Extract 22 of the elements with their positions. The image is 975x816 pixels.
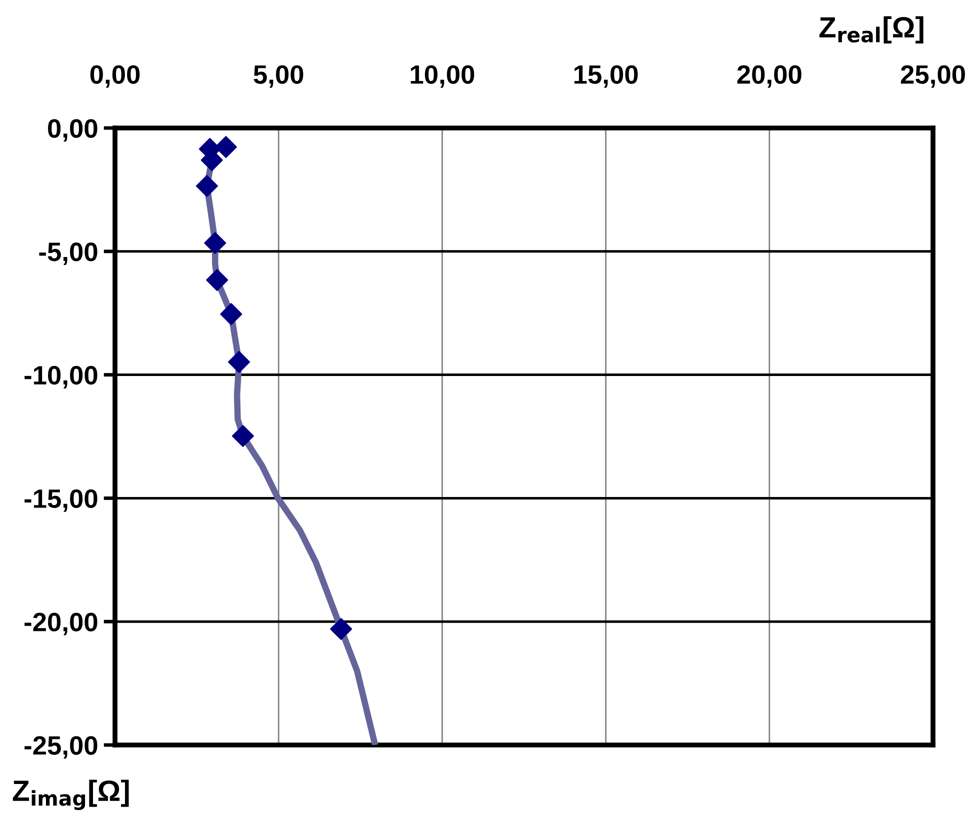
y-tick-label: -25,00: [24, 736, 98, 759]
x-tick-label: 25,00: [900, 65, 965, 88]
x-tick-label: 15,00: [574, 65, 638, 88]
y-tick-label: -15,00: [24, 489, 98, 512]
point: [232, 425, 254, 447]
y-tick-label: -20,00: [24, 612, 98, 636]
x-tick-label: 5,00: [254, 65, 304, 88]
point: [204, 232, 226, 254]
x-tick-label: 0,00: [90, 65, 140, 88]
point: [214, 136, 237, 158]
y-tick-label: -5,00: [39, 242, 98, 266]
point: [330, 618, 352, 640]
point: [196, 175, 218, 197]
y-tick-label: -10,00: [24, 366, 98, 388]
x-tick-label: 20,00: [737, 65, 802, 88]
x-axis-title: Z$_{real}$[Ω]: [819, 16, 924, 44]
x-tick-label: 10,00: [410, 65, 474, 88]
y-axis-title: Z$_{imag}$[Ω]: [12, 780, 129, 810]
point: [206, 269, 228, 292]
point: [228, 350, 250, 373]
y-tick-label: 0,00: [48, 119, 98, 142]
point: [220, 303, 242, 326]
